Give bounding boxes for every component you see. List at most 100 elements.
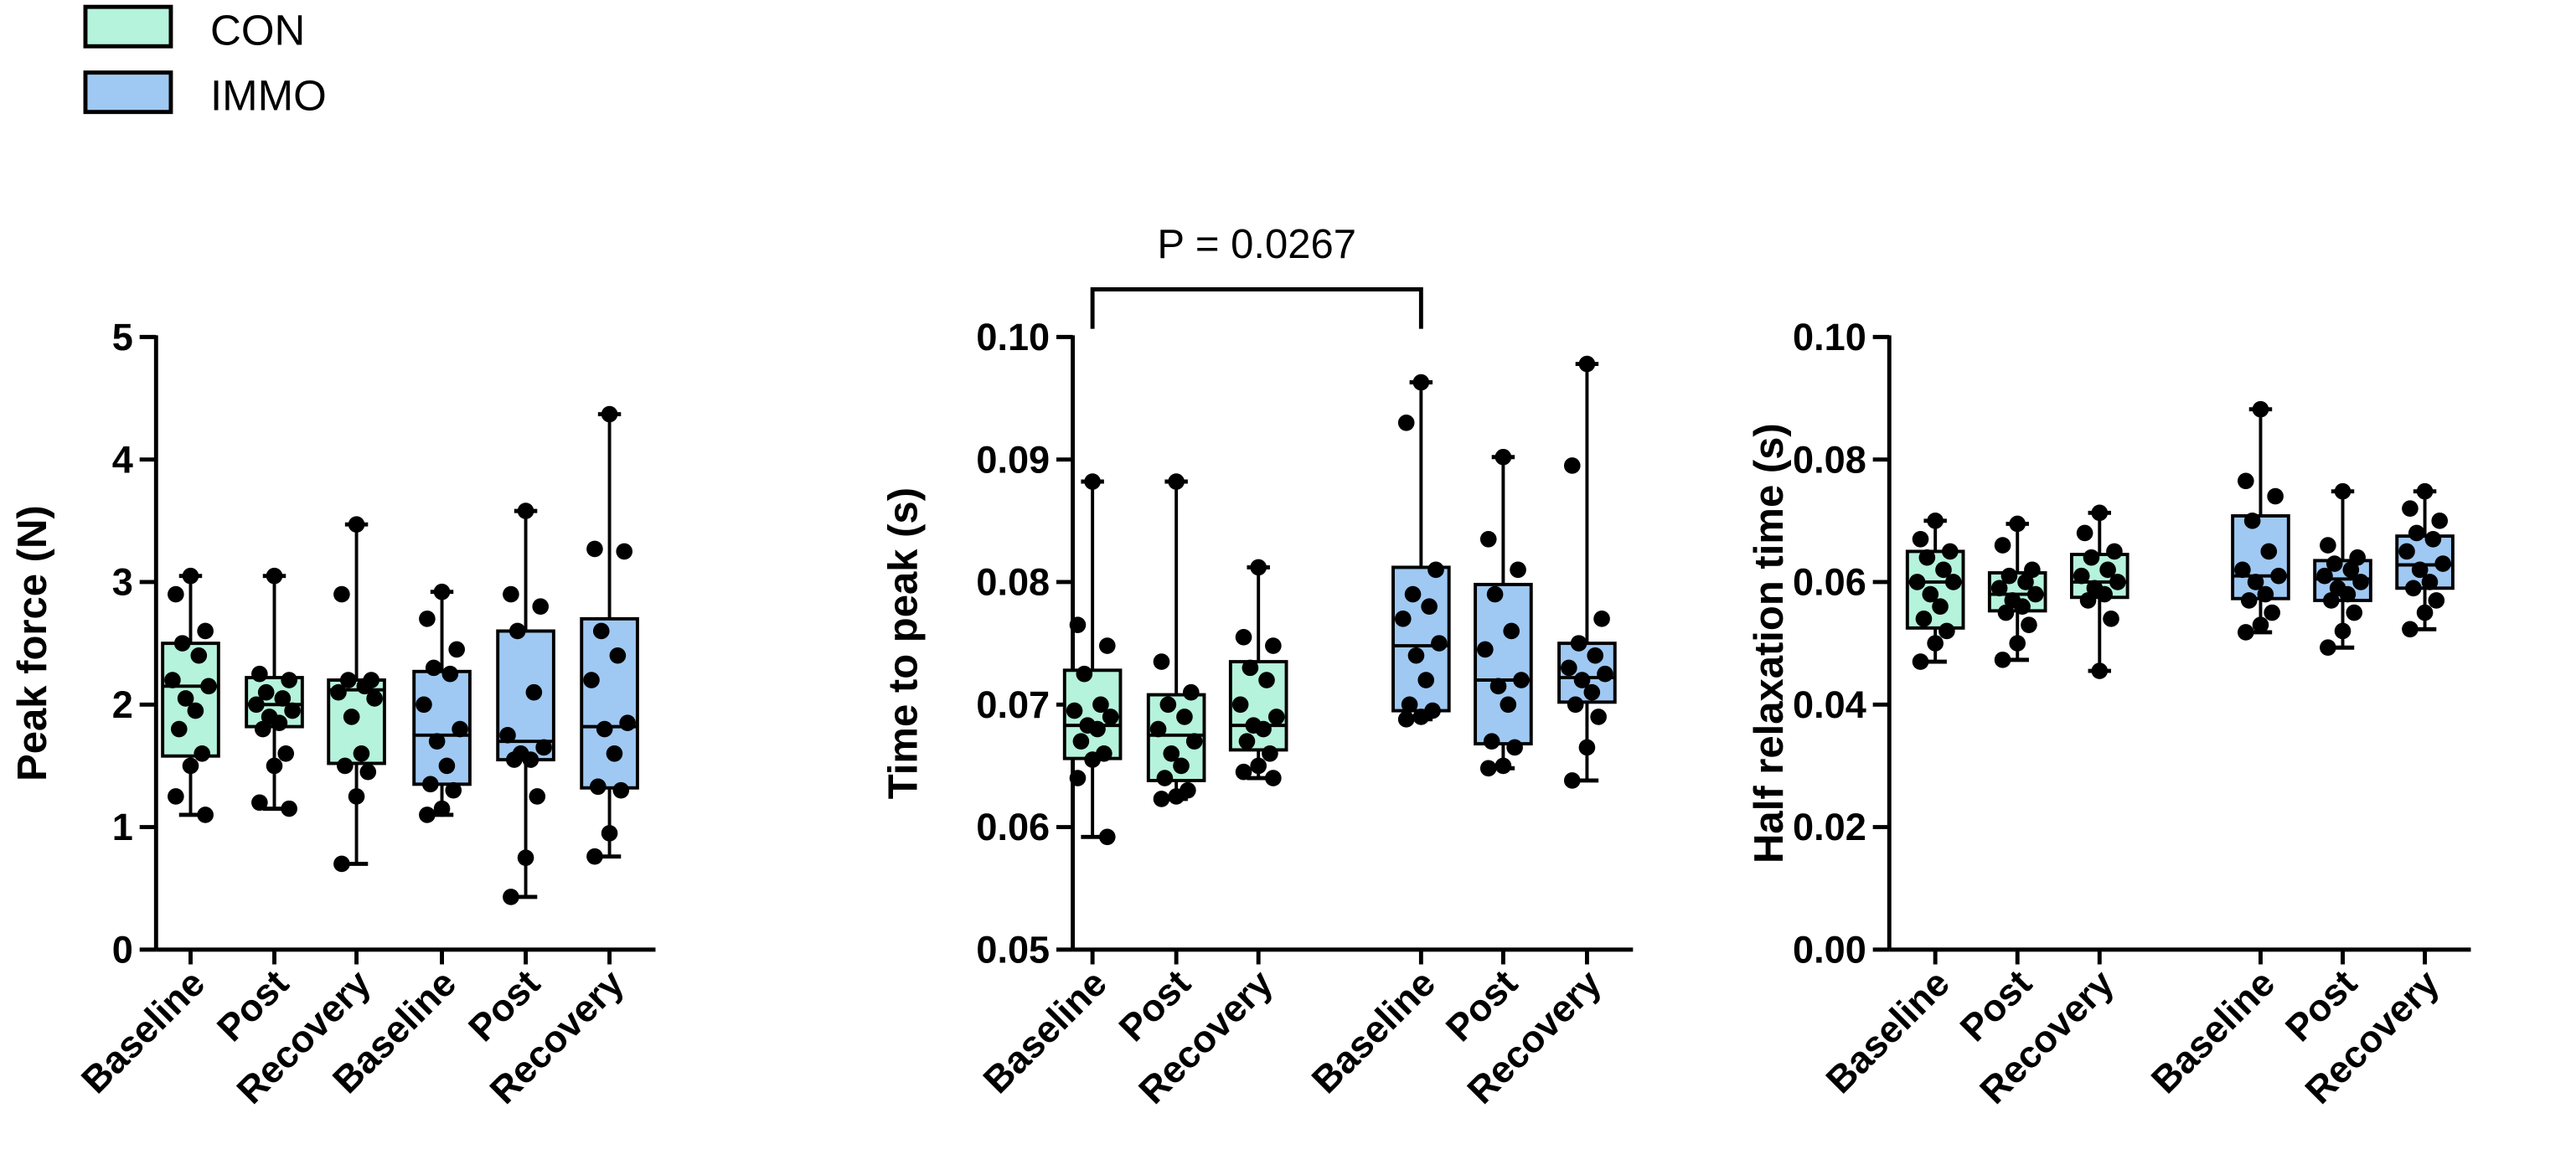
data-point xyxy=(433,800,451,817)
data-point xyxy=(445,781,462,799)
y-tick-label: 4 xyxy=(112,438,133,481)
box-con-post xyxy=(245,567,304,817)
data-point xyxy=(1994,652,2011,668)
data-point xyxy=(2000,567,2018,585)
data-point xyxy=(251,665,268,683)
y-tick-label: 0.06 xyxy=(1793,561,1866,604)
data-point xyxy=(266,757,283,775)
data-point xyxy=(2238,624,2254,641)
data-point xyxy=(251,794,268,812)
data-point xyxy=(452,720,468,738)
data-point xyxy=(1431,635,1448,652)
data-point xyxy=(1084,473,1101,490)
x-tick-label: Baseline xyxy=(73,961,213,1101)
data-point xyxy=(1942,543,1959,560)
data-point xyxy=(1927,635,1944,652)
y-tick-label: 0.08 xyxy=(976,561,1050,604)
data-point xyxy=(248,696,265,714)
data-point xyxy=(1510,561,1526,579)
data-point xyxy=(1479,530,1497,548)
data-point xyxy=(1412,709,1430,725)
data-point xyxy=(2416,482,2434,500)
data-point xyxy=(1265,770,1282,786)
data-point xyxy=(422,776,439,793)
data-point xyxy=(1583,683,1601,701)
data-point xyxy=(503,889,519,905)
box-con-recovery xyxy=(1228,559,1288,786)
data-point xyxy=(2109,574,2126,590)
data-point xyxy=(1185,733,1203,750)
data-point xyxy=(333,585,350,603)
data-point xyxy=(333,855,350,873)
box-iqr xyxy=(1474,582,1533,746)
box-immo-recovery xyxy=(580,405,639,865)
data-point xyxy=(353,745,370,762)
data-point xyxy=(2106,543,2123,560)
box-con-post xyxy=(1146,473,1206,807)
data-point xyxy=(606,745,623,762)
data-point xyxy=(1173,757,1190,775)
data-point xyxy=(619,714,636,732)
x-tick-label: Baseline xyxy=(1303,961,1443,1101)
data-point xyxy=(1153,791,1170,807)
data-point xyxy=(2402,500,2419,517)
data-point xyxy=(266,567,283,585)
data-point xyxy=(517,849,534,866)
data-point xyxy=(1593,611,1610,627)
box-con-baseline xyxy=(1062,473,1123,846)
data-point xyxy=(1404,585,1422,603)
data-point xyxy=(1069,770,1087,786)
y-tick-label: 0.09 xyxy=(976,438,1050,481)
data-point xyxy=(419,807,436,823)
data-point xyxy=(1990,580,2008,597)
panel-A: Peak force (N)012345BaselinePostRecovery… xyxy=(10,316,656,1112)
box-immo-post xyxy=(2313,482,2372,657)
data-point xyxy=(1412,374,1430,391)
data-point xyxy=(1938,622,1955,640)
data-point xyxy=(277,745,295,762)
data-point xyxy=(2416,604,2434,621)
data-point xyxy=(1479,760,1497,777)
y-tick-label: 0.04 xyxy=(1793,683,1866,726)
data-point xyxy=(274,690,292,707)
data-point xyxy=(1563,457,1581,474)
data-point xyxy=(194,745,211,762)
box-con-baseline xyxy=(161,567,220,823)
data-point xyxy=(1255,720,1272,738)
box-immo-post xyxy=(1474,448,1533,777)
data-point xyxy=(254,720,271,738)
data-point xyxy=(2234,561,2251,579)
legend: CON IMMO xyxy=(83,4,327,120)
data-point xyxy=(2320,537,2336,554)
data-point xyxy=(503,585,519,603)
data-point xyxy=(187,702,204,719)
y-tick-label: 3 xyxy=(112,561,133,604)
significance-bracket xyxy=(1090,287,1423,329)
y-axis-label: Time to peak (s) xyxy=(880,487,926,799)
data-point xyxy=(356,678,374,695)
data-point xyxy=(1231,696,1249,714)
data-point xyxy=(2408,524,2425,542)
legend-label-con: CON xyxy=(210,6,305,54)
data-point xyxy=(271,714,288,732)
data-point xyxy=(1089,720,1106,738)
data-point xyxy=(2334,482,2351,500)
data-point xyxy=(506,751,523,768)
data-point xyxy=(612,781,630,799)
data-point xyxy=(2099,561,2116,579)
data-point xyxy=(197,622,214,640)
data-point xyxy=(284,702,301,719)
data-point xyxy=(1262,745,1278,762)
data-point xyxy=(1483,733,1500,750)
data-point xyxy=(1500,696,1517,714)
data-point xyxy=(1915,611,1933,627)
data-point xyxy=(2247,574,2264,590)
box-immo-recovery xyxy=(2395,482,2455,638)
data-point xyxy=(2316,567,2333,585)
data-point xyxy=(1168,473,1185,490)
data-point xyxy=(348,516,365,533)
legend-swatch-con xyxy=(83,4,173,49)
data-point xyxy=(441,665,459,683)
data-point xyxy=(1265,637,1282,654)
data-point xyxy=(1503,622,1520,640)
